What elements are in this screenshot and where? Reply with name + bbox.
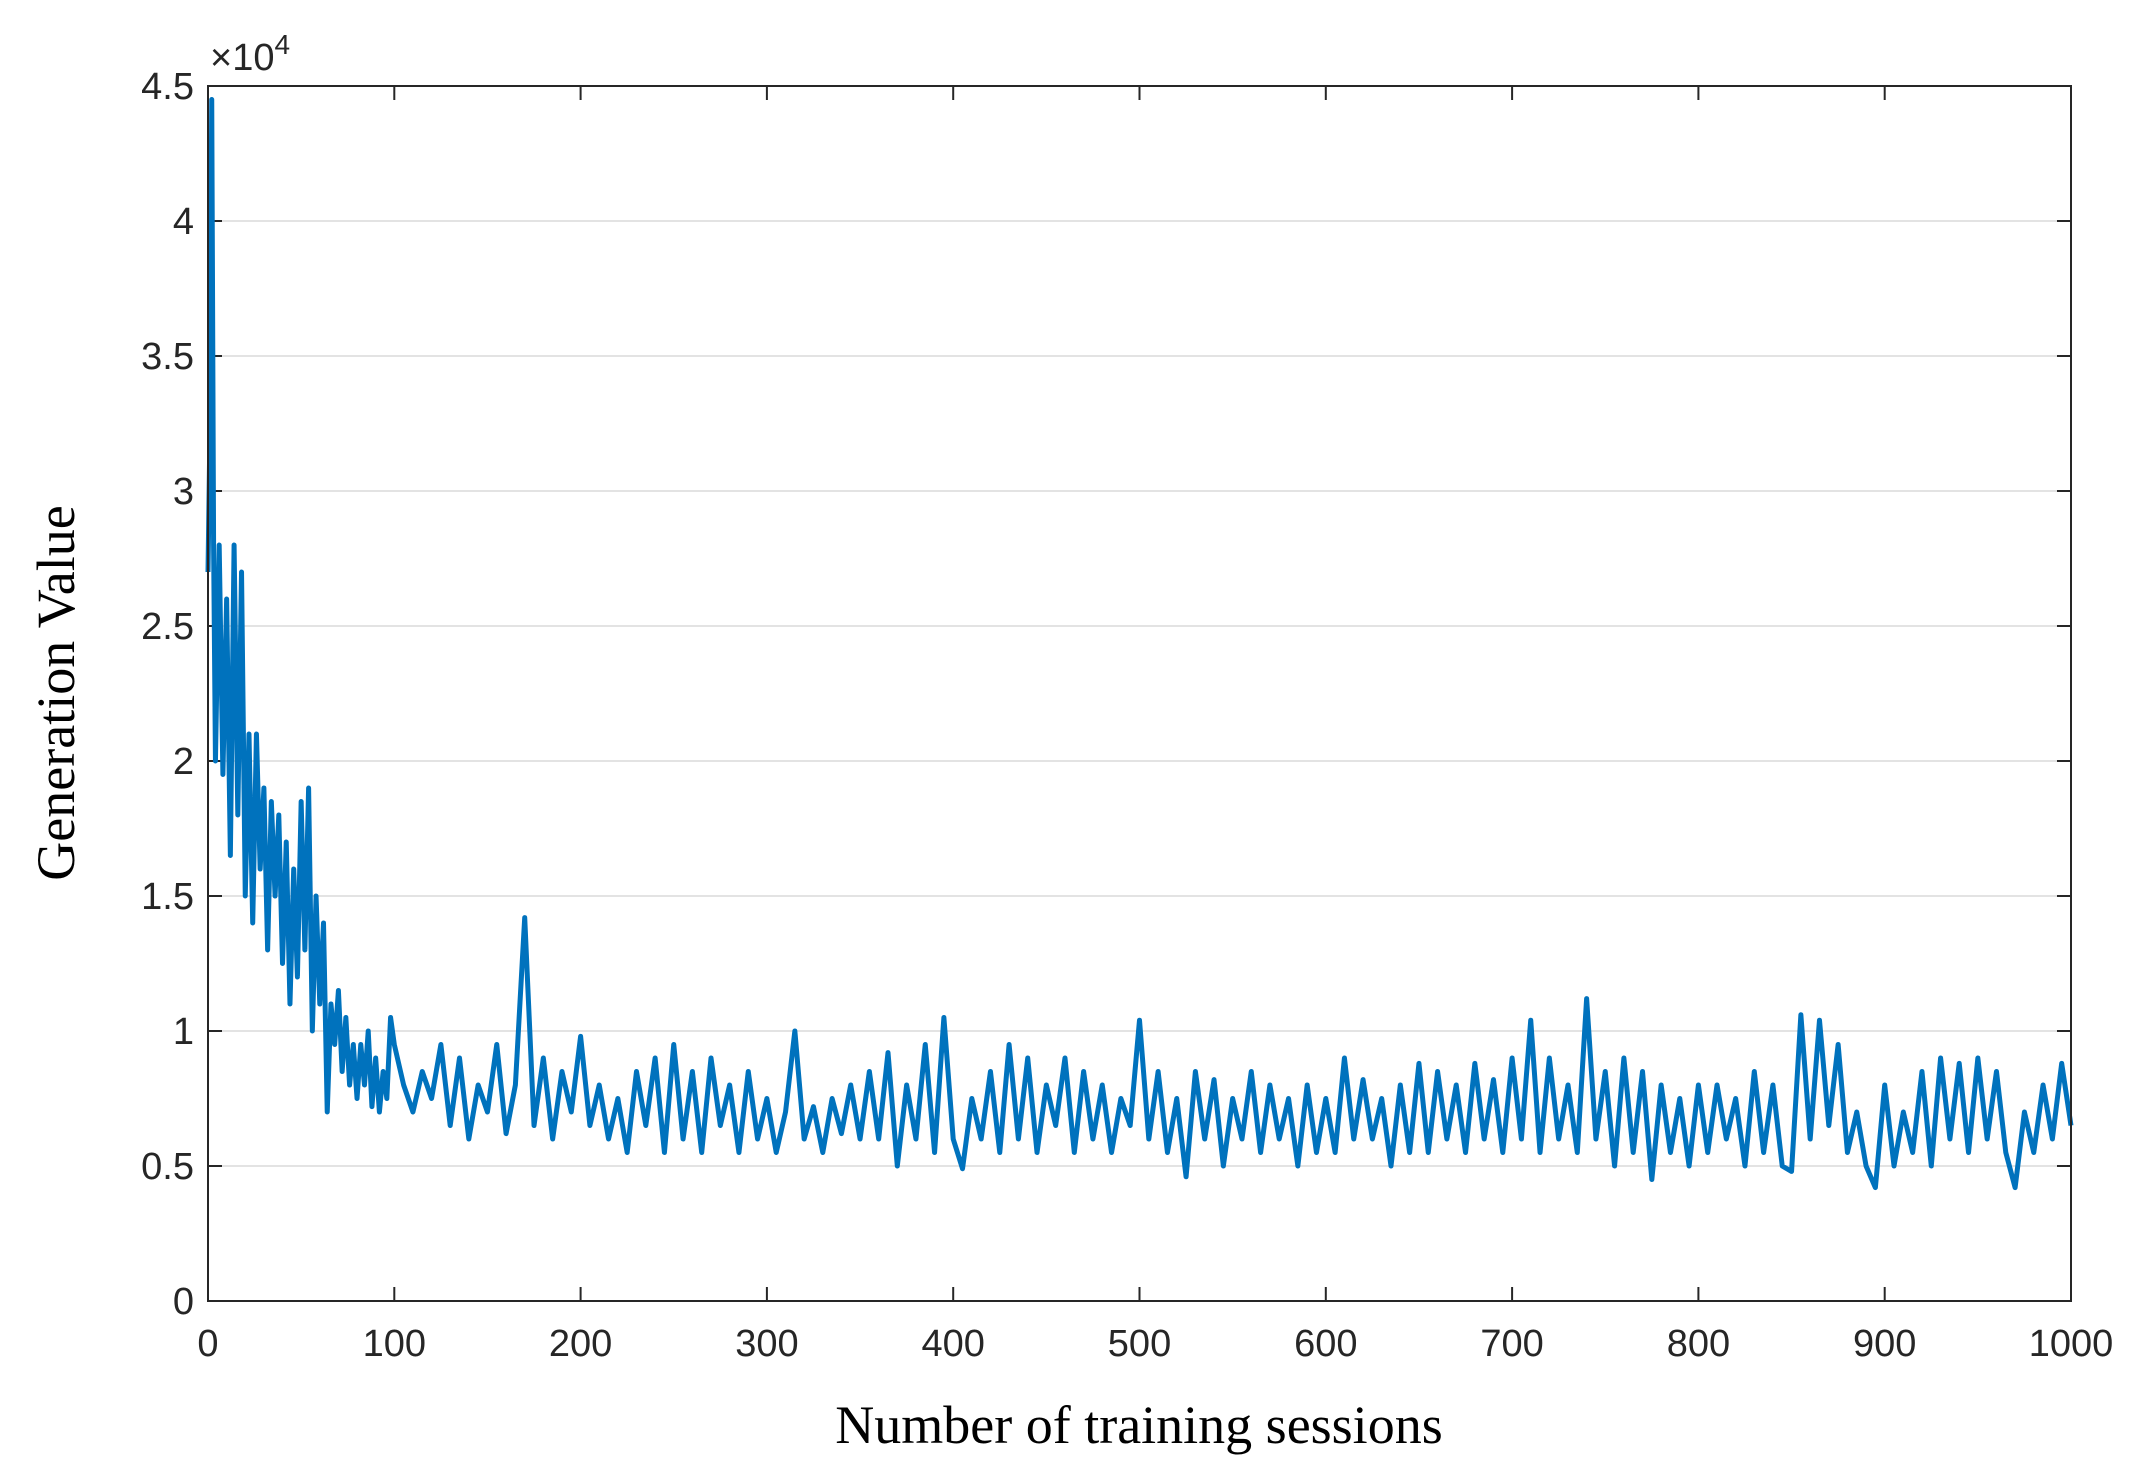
y-axis-label: Generation Value bbox=[26, 505, 86, 880]
y-tick-label: 0.5 bbox=[141, 1146, 194, 1188]
x-tick-label: 900 bbox=[1853, 1323, 1916, 1365]
y-tick-label: 2 bbox=[173, 741, 194, 783]
y-tick-label: 0 bbox=[173, 1281, 194, 1323]
x-tick-label: 1000 bbox=[2029, 1323, 2114, 1365]
x-axis-label: Number of training sessions bbox=[835, 1395, 1442, 1455]
x-tick-label: 0 bbox=[197, 1323, 218, 1365]
y-tick-label: 1 bbox=[173, 1011, 194, 1053]
x-tick-label: 400 bbox=[921, 1323, 984, 1365]
y-tick-label: 4 bbox=[173, 201, 194, 243]
x-tick-label: 600 bbox=[1294, 1323, 1357, 1365]
data-line bbox=[205, 97, 2074, 1191]
x-tick-label: 100 bbox=[363, 1323, 426, 1365]
plot-frame bbox=[207, 85, 2072, 1302]
x-tick-label: 800 bbox=[1667, 1323, 1730, 1365]
x-tick-label: 500 bbox=[1108, 1323, 1171, 1365]
x-tick-label: 700 bbox=[1480, 1323, 1543, 1365]
y-tick-label: 1.5 bbox=[141, 876, 194, 918]
y-multiplier-base: ×10 bbox=[210, 37, 274, 79]
y-tick-label: 3 bbox=[173, 471, 194, 513]
y-tick-label: 2.5 bbox=[141, 606, 194, 648]
y-multiplier-exponent: 4 bbox=[274, 29, 290, 60]
x-tick-label: 200 bbox=[549, 1323, 612, 1365]
y-tick-label: 3.5 bbox=[141, 336, 194, 378]
x-tick-label: 300 bbox=[735, 1323, 798, 1365]
y-multiplier: ×104 bbox=[210, 29, 290, 79]
y-tick-label: 4.5 bbox=[141, 66, 194, 108]
